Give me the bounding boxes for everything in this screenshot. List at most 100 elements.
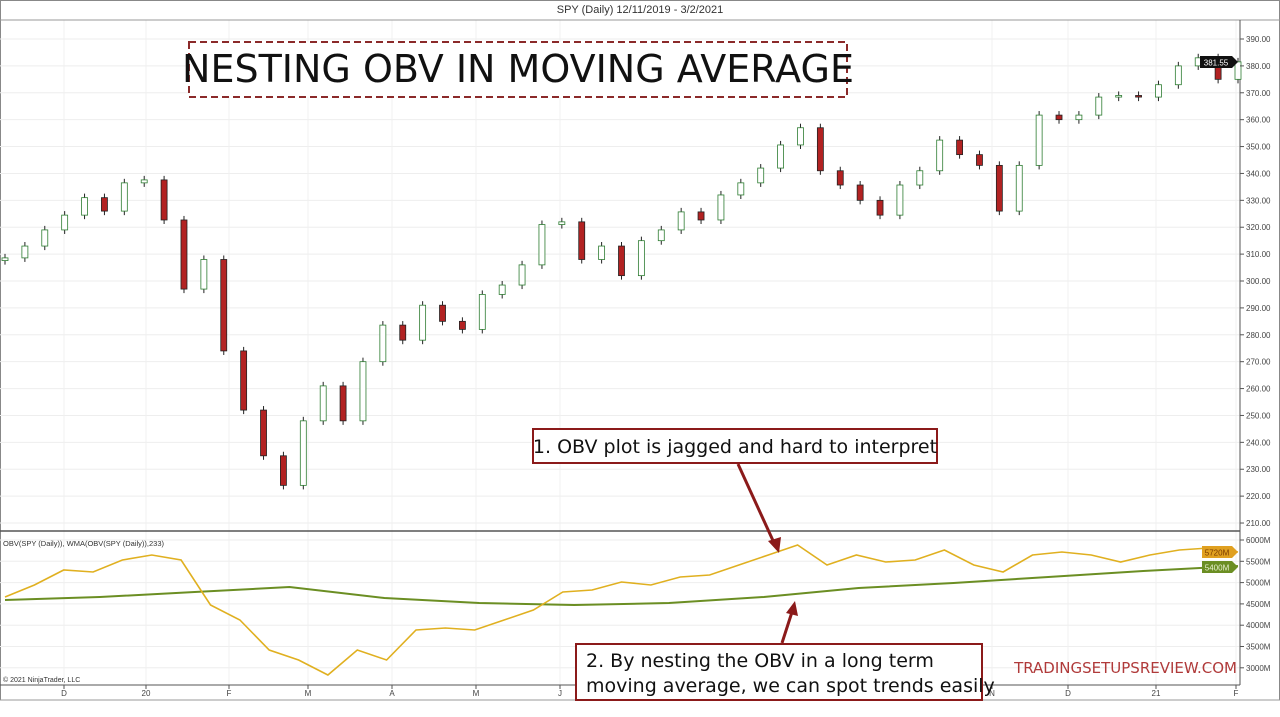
watermark: TRADINGSETUPSREVIEW.COM <box>1013 659 1237 677</box>
obv-last-tag: 5720M <box>1202 546 1238 558</box>
candle-body <box>220 259 228 352</box>
time-tick-label: M <box>305 689 312 698</box>
time-tick-label: A <box>389 689 395 698</box>
arrow-head-1 <box>768 537 781 553</box>
price-tick-label: 360.00 <box>1246 116 1271 125</box>
annotation-1-text: 1. OBV plot is jagged and hard to interp… <box>533 436 937 458</box>
price-tick-label: 230.00 <box>1246 465 1271 474</box>
candles <box>1 53 1242 490</box>
price-tick-label: 250.00 <box>1246 411 1271 420</box>
obv-tick-label: 3500M <box>1246 643 1271 652</box>
price-tick-label: 210.00 <box>1246 519 1271 528</box>
candle-body <box>41 229 49 247</box>
candle-body <box>1 257 9 261</box>
overlay-title: NESTING OBV IN MOVING AVERAGE <box>182 47 854 91</box>
candle-body <box>200 259 208 290</box>
copyright: © 2021 NinjaTrader, LLC <box>3 676 80 684</box>
candle-body <box>697 211 705 221</box>
candle-body <box>498 284 506 295</box>
time-tick-label: D <box>61 689 67 698</box>
wma-last-tag: 5400M <box>1202 561 1238 573</box>
annotation-box-1 <box>532 428 938 464</box>
price-axis: 390.00 380.00 370.00 360.00 350.00 340.00 330.… <box>1240 35 1271 528</box>
obv-tick-label: 6000M <box>1246 536 1271 545</box>
annotation-box-2 <box>575 643 983 701</box>
candle-body <box>836 170 844 186</box>
price-tick-label: 380.00 <box>1246 62 1271 71</box>
overlay-title-box <box>188 41 848 98</box>
candle-body <box>598 245 606 260</box>
price-tick-label: 330.00 <box>1246 196 1271 205</box>
candle-body <box>618 245 625 277</box>
candle-body <box>459 320 466 330</box>
wma-line <box>4 565 1239 607</box>
obv-tick-label: 5500M <box>1246 557 1271 566</box>
time-tick-label: J <box>558 689 562 698</box>
obv-tick-label: 5000M <box>1246 579 1271 588</box>
price-tick-label: 220.00 <box>1246 492 1271 501</box>
candle-body <box>101 197 108 212</box>
annotation-2-line-1: 2. By nesting the OBV in a long term <box>586 650 934 672</box>
candle-body <box>657 229 665 242</box>
price-tick-label: 300.00 <box>1246 277 1271 286</box>
indicator-legend: OBV(SPY (Daily)), WMA(OBV(SPY (Daily)),2… <box>3 539 164 548</box>
bottom-margin <box>0 700 1280 717</box>
candle-body <box>81 197 88 216</box>
svg-text:5720M: 5720M <box>1205 549 1230 558</box>
candle-body <box>637 240 645 277</box>
time-tick-label: 21 <box>1152 689 1161 698</box>
price-tick-label: 370.00 <box>1246 89 1271 98</box>
chart-title: SPY (Daily) 12/11/2019 - 3/2/2021 <box>557 4 724 16</box>
annotation-2-line-2: moving average, we can spot trends easil… <box>586 675 995 697</box>
svg-text:5400M: 5400M <box>1205 564 1230 573</box>
candle-body <box>717 194 725 221</box>
candle-body <box>797 127 804 146</box>
candle-body <box>379 324 387 363</box>
candle-body <box>916 170 924 186</box>
candle-body <box>1174 65 1182 86</box>
candle-body <box>976 154 983 166</box>
candle-body <box>359 361 367 422</box>
obv-tick-label: 4000M <box>1246 621 1271 630</box>
candle-body <box>936 139 944 172</box>
candle-body <box>1095 96 1103 116</box>
candle-body <box>1015 164 1023 212</box>
candle-body <box>1155 84 1162 98</box>
time-tick-label: D <box>1065 689 1071 698</box>
candle-body <box>180 219 188 290</box>
obv-tick-label: 3000M <box>1246 664 1271 673</box>
candle-body <box>478 294 486 330</box>
candle-body <box>120 182 128 212</box>
price-tick-label: 290.00 <box>1246 304 1271 313</box>
candle-body <box>61 214 69 231</box>
candle-body <box>260 409 267 457</box>
candle-body <box>1135 95 1142 98</box>
time-tick-label: F <box>1234 689 1239 698</box>
obv-axis: 6000M 5500M 5000M 4500M 4000M 3500M 3000M <box>1240 536 1271 673</box>
candle-body <box>319 385 327 422</box>
last-price-tag: 381.55 <box>1200 56 1238 68</box>
candle-body <box>558 221 566 225</box>
candle-body <box>677 211 685 231</box>
candle-body <box>757 167 765 184</box>
price-tick-label: 310.00 <box>1246 250 1271 259</box>
candle-body <box>777 144 784 169</box>
candle-body <box>896 184 904 216</box>
price-tick-label: 390.00 <box>1246 35 1271 44</box>
candle-body <box>280 455 287 486</box>
candle-body <box>856 184 864 201</box>
price-tick-label: 340.00 <box>1246 169 1271 178</box>
candle-body <box>538 224 546 266</box>
svg-text:381.55: 381.55 <box>1204 59 1229 68</box>
time-tick-label: 20 <box>142 689 151 698</box>
candle-body <box>1234 61 1242 80</box>
obv-line <box>4 544 1239 676</box>
candle-body <box>439 304 446 322</box>
candle-body <box>339 385 347 422</box>
annotation-arrow-2 <box>780 611 794 644</box>
price-tick-label: 240.00 <box>1246 438 1271 447</box>
candle-body <box>578 221 586 260</box>
time-tick-label: F <box>227 689 232 698</box>
